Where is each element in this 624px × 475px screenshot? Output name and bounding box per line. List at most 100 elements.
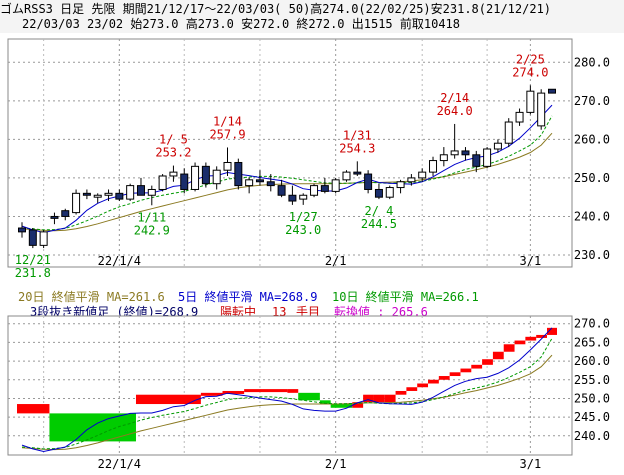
low-annotation-date: 1/27 bbox=[289, 210, 318, 224]
y-tick-label: 250.0 bbox=[574, 171, 610, 185]
x-tick-label: 22/1/4 bbox=[98, 254, 141, 268]
high-annotation-date: 2/25 bbox=[516, 52, 545, 66]
low-annotation-date: 2/ 4 bbox=[364, 204, 393, 218]
x-tick-label-lower: 2/1 bbox=[325, 457, 347, 471]
candle-body bbox=[418, 171, 427, 179]
ma20-line bbox=[21, 132, 553, 232]
ma5-line-lower bbox=[21, 327, 553, 453]
brick bbox=[525, 336, 537, 341]
y-tick-label-lower: 260.0 bbox=[574, 354, 610, 368]
candle-body bbox=[180, 173, 189, 190]
high-annotation-date: 1/ 5 bbox=[159, 133, 188, 147]
brick bbox=[319, 400, 331, 405]
low-annotation-date: 12/21 bbox=[15, 253, 51, 267]
chart-canvas: 230.0 240.0 250.0 260.0 270.0 280.0 22/1/4 2/1 3… bbox=[7, 38, 610, 471]
legend-ma5-lower: 5日 終値平滑 MA=268.9 bbox=[178, 290, 318, 304]
chart-header: ゴムRSS3 日足 先限 期間21/12/17～22/03/03( 50)高27… bbox=[0, 0, 624, 33]
candle-body bbox=[28, 229, 37, 246]
brick bbox=[438, 376, 450, 380]
candle-body bbox=[93, 194, 102, 198]
candle-body bbox=[320, 185, 329, 192]
candle-body bbox=[126, 185, 135, 200]
candle-body bbox=[115, 192, 124, 200]
brick bbox=[514, 340, 526, 345]
high-annotation-value: 274.0 bbox=[512, 65, 548, 79]
candle-body bbox=[537, 92, 546, 127]
y-tick-label: 230.0 bbox=[574, 248, 610, 262]
candlestick-panel: 230.0 240.0 250.0 260.0 270.0 280.0 22/1/4 2/1 3… bbox=[7, 38, 610, 280]
candle-body bbox=[82, 192, 91, 196]
ma20-line-lower bbox=[21, 354, 553, 451]
y-tick-label-lower: 250.0 bbox=[574, 391, 610, 405]
candle-body bbox=[147, 188, 156, 196]
brick bbox=[406, 387, 418, 391]
candle-body bbox=[483, 148, 492, 167]
candle-body bbox=[201, 165, 210, 185]
ma10-line-lower bbox=[21, 338, 553, 450]
y-tick-label: 260.0 bbox=[574, 132, 610, 146]
candle-body bbox=[439, 154, 448, 162]
brick bbox=[449, 372, 461, 377]
candle-body bbox=[18, 227, 26, 233]
brick bbox=[373, 394, 385, 403]
candle-body bbox=[548, 88, 556, 94]
candle-body bbox=[429, 160, 438, 173]
candle-body bbox=[191, 165, 200, 190]
candle-body bbox=[169, 171, 178, 177]
high-annotation-value: 264.0 bbox=[437, 104, 473, 118]
brick bbox=[460, 368, 472, 373]
brick bbox=[363, 394, 374, 403]
candle-body bbox=[299, 194, 308, 200]
candle-body bbox=[245, 179, 254, 187]
y-tick-label-lower: 240.0 bbox=[574, 429, 610, 443]
brick bbox=[135, 394, 201, 405]
candle-body bbox=[136, 185, 145, 196]
low-annotation-value: 231.8 bbox=[15, 266, 51, 280]
candle-body bbox=[50, 215, 59, 219]
candle-body bbox=[342, 171, 351, 181]
candle-body bbox=[331, 179, 340, 192]
brick bbox=[482, 359, 493, 365]
candle-body bbox=[277, 185, 286, 196]
candle-body bbox=[310, 185, 319, 196]
candle-body bbox=[266, 181, 275, 187]
low-annotation-value: 244.5 bbox=[361, 217, 397, 231]
y-tick-label: 270.0 bbox=[574, 94, 610, 108]
y-tick-label-lower: 270.0 bbox=[574, 317, 610, 331]
y-tick-label: 280.0 bbox=[574, 55, 610, 69]
candle-body bbox=[385, 187, 394, 198]
candle-body bbox=[364, 173, 373, 190]
candle-body bbox=[407, 177, 416, 183]
high-annotation-value: 254.3 bbox=[339, 141, 375, 155]
brick bbox=[298, 392, 320, 401]
candle-body bbox=[223, 161, 232, 171]
chart-title: ゴムRSS3 日足 先限 期間21/12/17～22/03/03( 50)高27… bbox=[0, 2, 552, 16]
ohlc-info: 22/03/03 23/02 始273.0 高273.0 安272.0 終272… bbox=[22, 17, 461, 31]
y-tick-label-lower: 245.0 bbox=[574, 410, 610, 424]
y-tick-label: 240.0 bbox=[574, 209, 610, 223]
high-annotation-date: 1/31 bbox=[343, 128, 372, 142]
brick bbox=[384, 394, 396, 403]
high-annotation-date: 1/14 bbox=[213, 114, 242, 128]
brick bbox=[503, 344, 515, 352]
high-annotation-value: 257.9 bbox=[209, 127, 245, 141]
brick bbox=[222, 390, 245, 394]
candle-body bbox=[158, 175, 167, 190]
brick bbox=[244, 389, 288, 393]
x-tick-label: 3/1 bbox=[520, 254, 542, 268]
candle-body bbox=[39, 231, 48, 246]
y-tick-label-lower: 265.0 bbox=[574, 335, 610, 349]
high-annotation-date: 2/14 bbox=[440, 91, 469, 105]
brick bbox=[428, 379, 439, 384]
candle-body bbox=[212, 169, 221, 185]
x-tick-label: 2/1 bbox=[325, 254, 347, 268]
candle-body bbox=[526, 90, 535, 113]
candle-body bbox=[72, 192, 81, 214]
candle-body bbox=[61, 210, 70, 217]
ma10-line bbox=[21, 115, 553, 231]
brick bbox=[417, 383, 429, 388]
candle-body bbox=[374, 188, 383, 198]
candle-body bbox=[461, 150, 470, 156]
ma5-line bbox=[21, 104, 553, 234]
brick bbox=[17, 404, 50, 414]
